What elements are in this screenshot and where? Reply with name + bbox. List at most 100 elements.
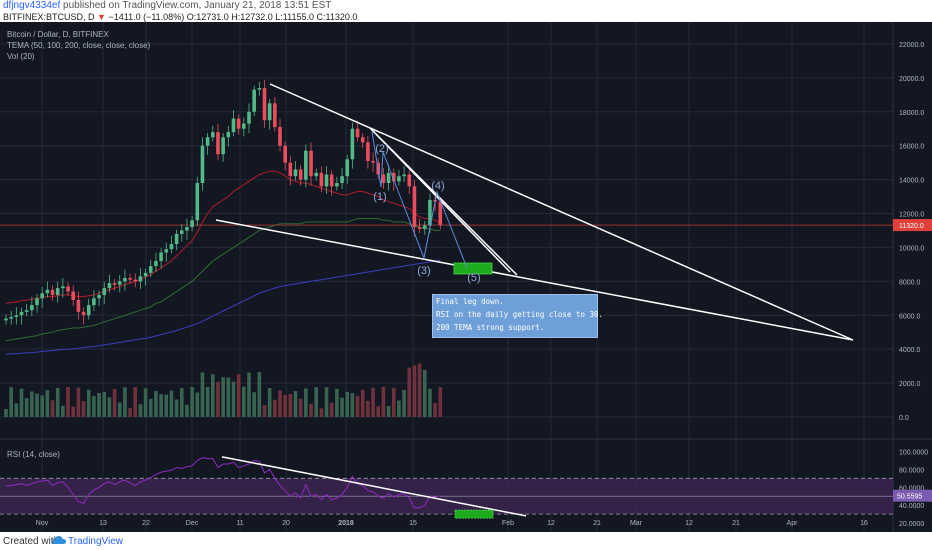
note-line-2: RSI on the daily getting close to 30. xyxy=(436,310,604,319)
volume-bar xyxy=(226,377,231,417)
volume-bar xyxy=(107,397,112,417)
volume-bar xyxy=(143,388,148,417)
legend-title: Bitcoin / Dollar, D, BITFINEX xyxy=(7,30,109,39)
volume-bar xyxy=(371,387,375,417)
date-tick-label: 13 xyxy=(99,520,107,527)
volume-bar xyxy=(123,387,127,417)
rsi-panel xyxy=(0,456,893,519)
chart-background xyxy=(0,22,932,532)
volume-bar xyxy=(236,374,241,417)
candle-body xyxy=(216,132,220,155)
volume-bar xyxy=(24,398,29,417)
candle-body xyxy=(407,174,412,187)
candle-body xyxy=(117,281,122,285)
candle-body xyxy=(438,201,443,226)
candle-body xyxy=(381,174,386,183)
analysis-note[interactable]: Final leg down. RSI on the daily getting… xyxy=(432,294,603,338)
tema200-line xyxy=(5,259,441,355)
price-chart[interactable]: (1) (2) (3) (4) (5) 0.0 2000.0 4000.0 6000.0 800… xyxy=(0,22,932,532)
candle-body xyxy=(9,316,13,319)
candle-body xyxy=(195,183,200,221)
volume-bar xyxy=(185,404,189,417)
date-tick-label: Nov xyxy=(36,520,49,527)
candle-body xyxy=(236,118,241,129)
candle-body xyxy=(350,128,355,160)
last-price-label: 11320.0 xyxy=(899,223,924,230)
volume-bar xyxy=(242,386,246,417)
candle-body xyxy=(309,150,313,177)
candle-body xyxy=(123,277,127,282)
volume-bar xyxy=(211,374,215,417)
volume-bar xyxy=(45,390,50,417)
candle-body xyxy=(81,311,86,316)
candle-body xyxy=(179,230,184,234)
candle-body xyxy=(205,137,210,146)
candle-body xyxy=(128,277,132,280)
candle-body xyxy=(412,186,417,228)
candle-body xyxy=(366,142,370,161)
created-with-text: Created with xyxy=(3,536,60,547)
ohlc-values: O:12731.0 H:12732.0 L:11155.0 C:11320.0 xyxy=(186,12,358,22)
volume-bar xyxy=(169,390,174,417)
price-tick-label: 8000.0 xyxy=(899,279,921,286)
candle-body xyxy=(355,128,360,138)
candle-body xyxy=(345,159,350,177)
publish-line: dfjngv4334ef published on TradingView.co… xyxy=(3,1,331,11)
volume-bar xyxy=(112,388,117,417)
candle-body xyxy=(185,227,189,231)
candle-body xyxy=(283,145,287,163)
down-arrow-icon: ▼ xyxy=(97,12,106,22)
volume-bar xyxy=(257,372,262,417)
price-tick-label: 2000.0 xyxy=(899,381,921,388)
candle-body xyxy=(14,315,19,317)
date-tick-label: 22 xyxy=(142,520,150,527)
candle-body xyxy=(169,244,174,250)
candle-body xyxy=(221,137,225,155)
drawings: (1) (2) (3) (4) (5) xyxy=(215,83,854,341)
candle-body xyxy=(231,118,236,133)
wave-label: (3) xyxy=(417,265,430,277)
volume-bar xyxy=(428,388,432,417)
candle-body xyxy=(148,266,153,273)
candle-body xyxy=(97,294,101,299)
chart-header: dfjngv4334ef published on TradingView.co… xyxy=(0,0,932,22)
volume-bar xyxy=(159,394,163,417)
volume-bar xyxy=(30,391,34,417)
candle-body xyxy=(391,172,396,182)
volume-bar xyxy=(335,388,339,417)
candle-body xyxy=(159,252,163,261)
volume-bar xyxy=(298,398,303,417)
volume-bar xyxy=(288,394,293,417)
candles xyxy=(4,79,443,325)
volume-bar xyxy=(71,406,76,417)
candle-body xyxy=(257,88,262,90)
price-tick-label: 0.0 xyxy=(899,415,909,422)
volume-bar xyxy=(314,387,318,417)
rsi-tick-label: 80.0000 xyxy=(899,467,924,474)
tema100-line xyxy=(5,218,441,342)
candle-body xyxy=(4,318,8,321)
candle-body xyxy=(35,298,39,306)
volume-bar xyxy=(154,390,158,417)
tradingview-link[interactable]: TradingView xyxy=(68,536,124,547)
tradingview-cloud-icon xyxy=(52,536,66,544)
candle-body xyxy=(102,288,107,295)
candle-body xyxy=(112,283,117,285)
legend-tema: TEMA (50, 100, 200, close, close, close) xyxy=(7,41,151,50)
date-tick-label: 12 xyxy=(547,520,555,527)
volume-bar xyxy=(252,392,256,417)
price-tick-label: 22000.0 xyxy=(899,42,924,49)
volume-bar xyxy=(128,408,132,417)
volume-bar xyxy=(40,395,44,417)
candle-body xyxy=(143,272,148,277)
author-link[interactable]: dfjngv4334ef xyxy=(3,0,61,11)
candle-body xyxy=(211,132,215,138)
volume-bar xyxy=(231,381,236,417)
volume-bar xyxy=(190,387,194,417)
date-tick-label: 20 xyxy=(282,520,290,527)
rsi-tick-label: 100.0000 xyxy=(899,449,928,456)
volume-bar xyxy=(381,387,386,417)
volume-bar xyxy=(86,389,91,417)
candle-body xyxy=(107,283,112,289)
volume-bar xyxy=(267,388,272,417)
